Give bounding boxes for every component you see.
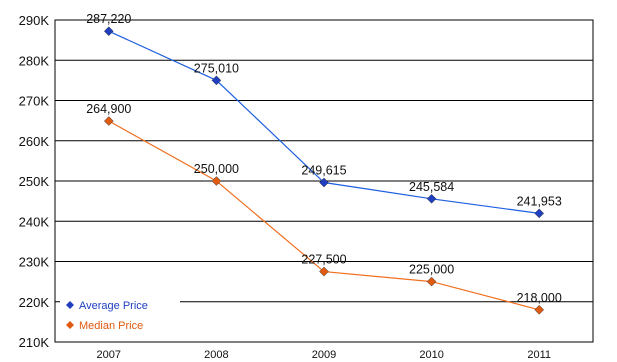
data-point [534,208,545,219]
data-label: 245,584 [409,180,454,194]
legend-average-marker [66,301,74,309]
data-label: 225,000 [409,263,454,277]
legend-median-label: Median Price [79,320,143,332]
legend-box [60,294,180,338]
y-tick-label: 270K [19,94,50,109]
y-tick-label: 240K [19,214,50,229]
data-point [103,116,114,126]
data-label: 241,953 [517,194,562,208]
y-tick-label: 280K [19,53,50,68]
legend: Average Price Median Price [60,294,180,338]
data-label: 218,000 [517,291,562,305]
data-point [319,266,329,277]
x-tick-label: 2009 [312,349,336,361]
data-label: 275,010 [194,61,239,75]
data-point [211,75,222,86]
x-tick-label: 2011 [527,349,551,361]
data-label: 227,500 [301,253,346,267]
x-axis-ticks: 2007 2008 2009 2010 2011 [97,349,551,361]
x-tick-label: 2008 [204,349,228,361]
y-tick-label: 290K [19,13,50,28]
y-tick-label: 210K [19,335,50,350]
y-tick-label: 230K [19,255,50,270]
data-point [534,304,545,315]
data-label: 264,900 [86,102,131,116]
data-label: 249,615 [301,164,346,178]
y-tick-label: 220K [19,295,50,310]
x-tick-label: 2010 [419,349,443,361]
y-tick-label: 260K [19,134,50,149]
data-label: 250,000 [194,162,239,176]
data-point [319,177,329,188]
data-point [426,276,437,287]
data-point [211,176,222,186]
data-point [426,193,437,204]
series-layer: 287,220 275,010 249,615 245,584 241,953 264,9… [86,12,562,315]
x-tick-label: 2007 [97,349,121,361]
data-point [103,26,114,37]
legend-median-marker [66,321,74,329]
data-label: 287,220 [86,12,131,26]
legend-average-label: Average Price [79,300,148,312]
y-axis-ticks: 210K 220K 230K 240K 250K 260K 270K 280K 290K [19,13,50,350]
y-tick-label: 250K [19,174,50,189]
